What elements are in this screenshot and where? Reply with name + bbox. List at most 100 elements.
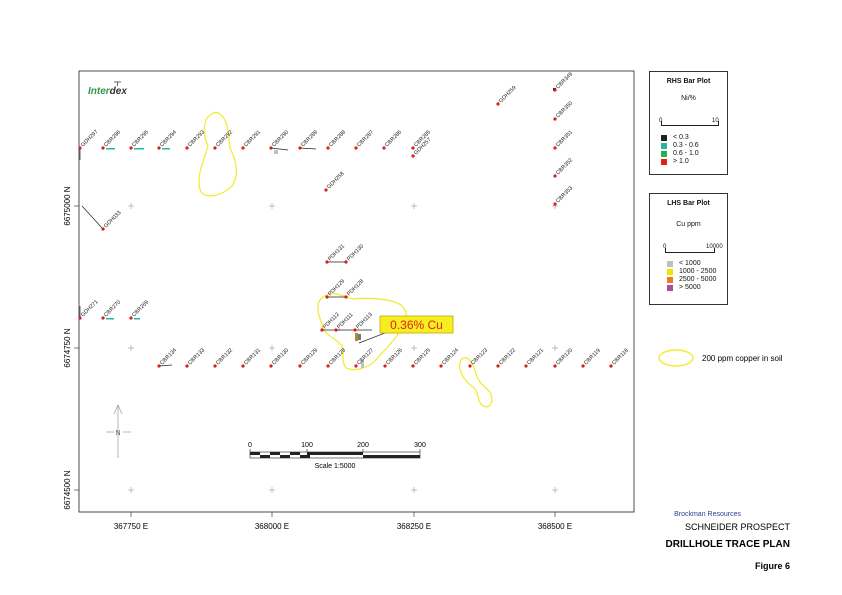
drillhole-collar [213, 364, 217, 368]
drillhole-collar [185, 364, 189, 368]
trace-cbr134 [158, 364, 173, 367]
drillhole-collar [496, 102, 500, 106]
figure-number: Figure 6 [755, 561, 790, 571]
drillhole-collar [129, 316, 133, 320]
lhs-legend-axis [665, 248, 715, 253]
svg-text:Interdex: Interdex [88, 86, 127, 97]
edge-ticks [74, 205, 556, 517]
lhs-class-4: > 5000 [679, 284, 701, 291]
rhs-swatch-4 [661, 158, 667, 165]
lhs-swatch-4 [667, 284, 673, 291]
rhs-legend-axis [661, 121, 719, 126]
rhs-swatch-3 [661, 150, 667, 157]
scale-caption: Scale 1:5000 [315, 463, 356, 470]
drillhole-collar [324, 188, 328, 192]
rhs-legend-axis-max: 10 [712, 118, 719, 124]
drillhole-collar [241, 146, 245, 150]
logo-text-b: dex [110, 86, 128, 97]
lhs-class-3: 2500 - 5000 [679, 276, 717, 283]
rhs-legend-row: < 0.3 [661, 134, 689, 141]
soil-legend-symbol [658, 349, 694, 367]
rhs-swatch-1 [661, 134, 667, 141]
lhs-bar-plot-legend: LHS Bar Plot Cu ppm 0 10000 < 1000 1000 … [649, 193, 728, 305]
bar-mark-cbr269 [134, 318, 140, 320]
drillhole-collar [553, 88, 557, 92]
drillhole-collar [157, 146, 161, 150]
lhs-legend-axis-min: 0 [663, 244, 667, 250]
drillhole-collar [78, 146, 82, 150]
lhs-swatch-3 [667, 276, 673, 283]
prospect-name: SCHNEIDER PROSPECT [685, 522, 791, 532]
rhs-swatch-2 [661, 142, 667, 149]
drillhole-collar [326, 364, 330, 368]
grade-callout-text: 0.36% Cu [390, 318, 443, 332]
rhs-legend-title: RHS Bar Plot [666, 78, 711, 85]
soil-legend-label: 200 ppm copper in soil [702, 354, 783, 363]
bar-mark-cbr128 [361, 360, 364, 368]
drillhole-collar [411, 146, 415, 150]
grade-callout-box [379, 315, 454, 334]
drillhole-collar [553, 146, 557, 150]
rhs-bar-plot-legend: RHS Bar Plot Ni/% 0 10 < 0.3 0.3 - 0.6 0… [649, 71, 728, 175]
drillhole-collar [496, 364, 500, 368]
x-axis-label-4: 368500 E [538, 522, 572, 531]
bar-mark-cbr127b [358, 334, 361, 340]
soil-anomaly-north [198, 111, 238, 197]
drillhole-collar [354, 146, 358, 150]
drillhole-collar [468, 364, 472, 368]
drillhole-collar [325, 260, 329, 264]
drillhole-collar [129, 146, 133, 150]
north-label: N [115, 430, 120, 437]
rhs-legend-row: > 1.0 [661, 158, 689, 165]
rhs-legend-axis-min: 0 [659, 118, 663, 124]
lhs-legend-row: > 5000 [667, 284, 701, 291]
soil-anomaly-south [459, 357, 493, 408]
lhs-legend-title: LHS Bar Plot [667, 200, 710, 207]
bar-mark-cbr296 [106, 148, 115, 150]
rhs-legend-row: 0.3 - 0.6 [661, 142, 699, 149]
bar-mark-cbr270 [106, 318, 114, 320]
bar-mark-cbr294 [162, 148, 170, 150]
scale-tick-100: 100 [301, 442, 313, 449]
soil-anomaly-outlines [198, 111, 493, 408]
rhs-class-1: < 0.3 [673, 134, 689, 141]
x-axis-label-1: 367750 E [114, 522, 148, 531]
drillhole-collar [298, 364, 302, 368]
scale-bar [249, 449, 421, 459]
rhs-legend-row: 0.6 - 1.0 [661, 150, 699, 157]
drillhole-collar [553, 202, 557, 206]
x-axis-label-2: 368000 E [255, 522, 289, 531]
interdex-logo: Interdex [88, 81, 127, 97]
drillhole-collar [581, 364, 585, 368]
bar-mark-cbr295 [134, 148, 144, 150]
trace-cbr289 [299, 147, 317, 150]
trace-gdh033 [81, 205, 104, 230]
drillhole-collar [383, 364, 387, 368]
drillhole-collar [78, 316, 82, 320]
plan-title: DRILLHOLE TRACE PLAN [666, 539, 790, 550]
drillhole-collar [101, 316, 105, 320]
drillhole-collar [326, 146, 330, 150]
drillhole-collar [382, 146, 386, 150]
drillhole-collar [325, 295, 329, 299]
drillhole-collar [439, 364, 443, 368]
lhs-class-2: 1000 - 2500 [679, 268, 717, 275]
drillhole-collar [353, 328, 357, 332]
y-axis-label-1: 6675000 N [63, 186, 72, 225]
lhs-legend-axis-max: 10000 [706, 244, 723, 250]
logo-text-a: Inter [88, 86, 111, 97]
drillhole-collar [185, 146, 189, 150]
trace-cbr290 [270, 147, 289, 151]
lhs-legend-row: 1000 - 2500 [667, 268, 716, 275]
drillhole-collar [213, 146, 217, 150]
map-frame [78, 70, 635, 513]
soil-anomaly-central [317, 293, 407, 371]
x-axis-label-3: 368250 E [397, 522, 431, 531]
drillhole-collar [101, 227, 105, 231]
drillhole-collar [344, 260, 348, 264]
lhs-legend-unit: Cu ppm [676, 221, 701, 228]
drillhole-collar [524, 364, 528, 368]
drillhole-collar [320, 328, 324, 332]
